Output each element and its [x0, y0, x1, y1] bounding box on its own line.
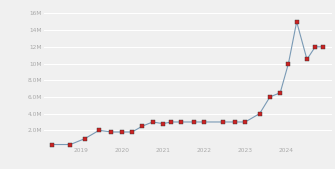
Point	[160, 122, 165, 125]
Point	[243, 121, 248, 123]
Point	[109, 131, 114, 133]
Point	[129, 131, 135, 133]
Point	[82, 137, 87, 140]
Point	[313, 45, 318, 48]
Point	[119, 131, 124, 133]
Point	[179, 121, 184, 123]
Point	[220, 121, 225, 123]
Point	[321, 45, 326, 48]
Point	[294, 20, 299, 23]
Point	[267, 96, 273, 98]
Point	[286, 62, 291, 65]
Point	[96, 129, 102, 132]
Point	[277, 91, 283, 94]
Point	[49, 143, 55, 146]
Point	[201, 121, 207, 123]
Point	[232, 121, 238, 123]
Point	[150, 121, 155, 123]
Point	[257, 112, 262, 115]
Point	[140, 125, 145, 127]
Point	[68, 143, 73, 146]
Point	[304, 58, 310, 61]
Point	[191, 121, 196, 123]
Point	[169, 121, 174, 123]
